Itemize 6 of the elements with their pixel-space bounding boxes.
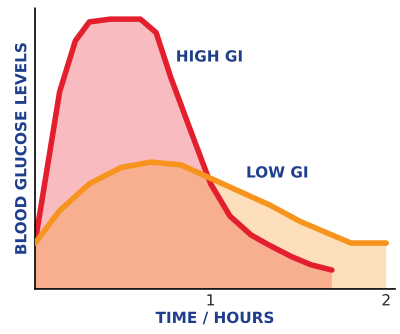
x-tick-label: 2 [382,294,390,306]
series-label: LOW GI [247,166,308,178]
series-label: HIGH GI [177,50,242,62]
x-axis-title: TIME / HOURS [156,312,274,324]
x-tick-label: 1 [207,294,214,306]
y-axis-title: BLOOD GLUCOSE LEVELS [14,43,26,254]
